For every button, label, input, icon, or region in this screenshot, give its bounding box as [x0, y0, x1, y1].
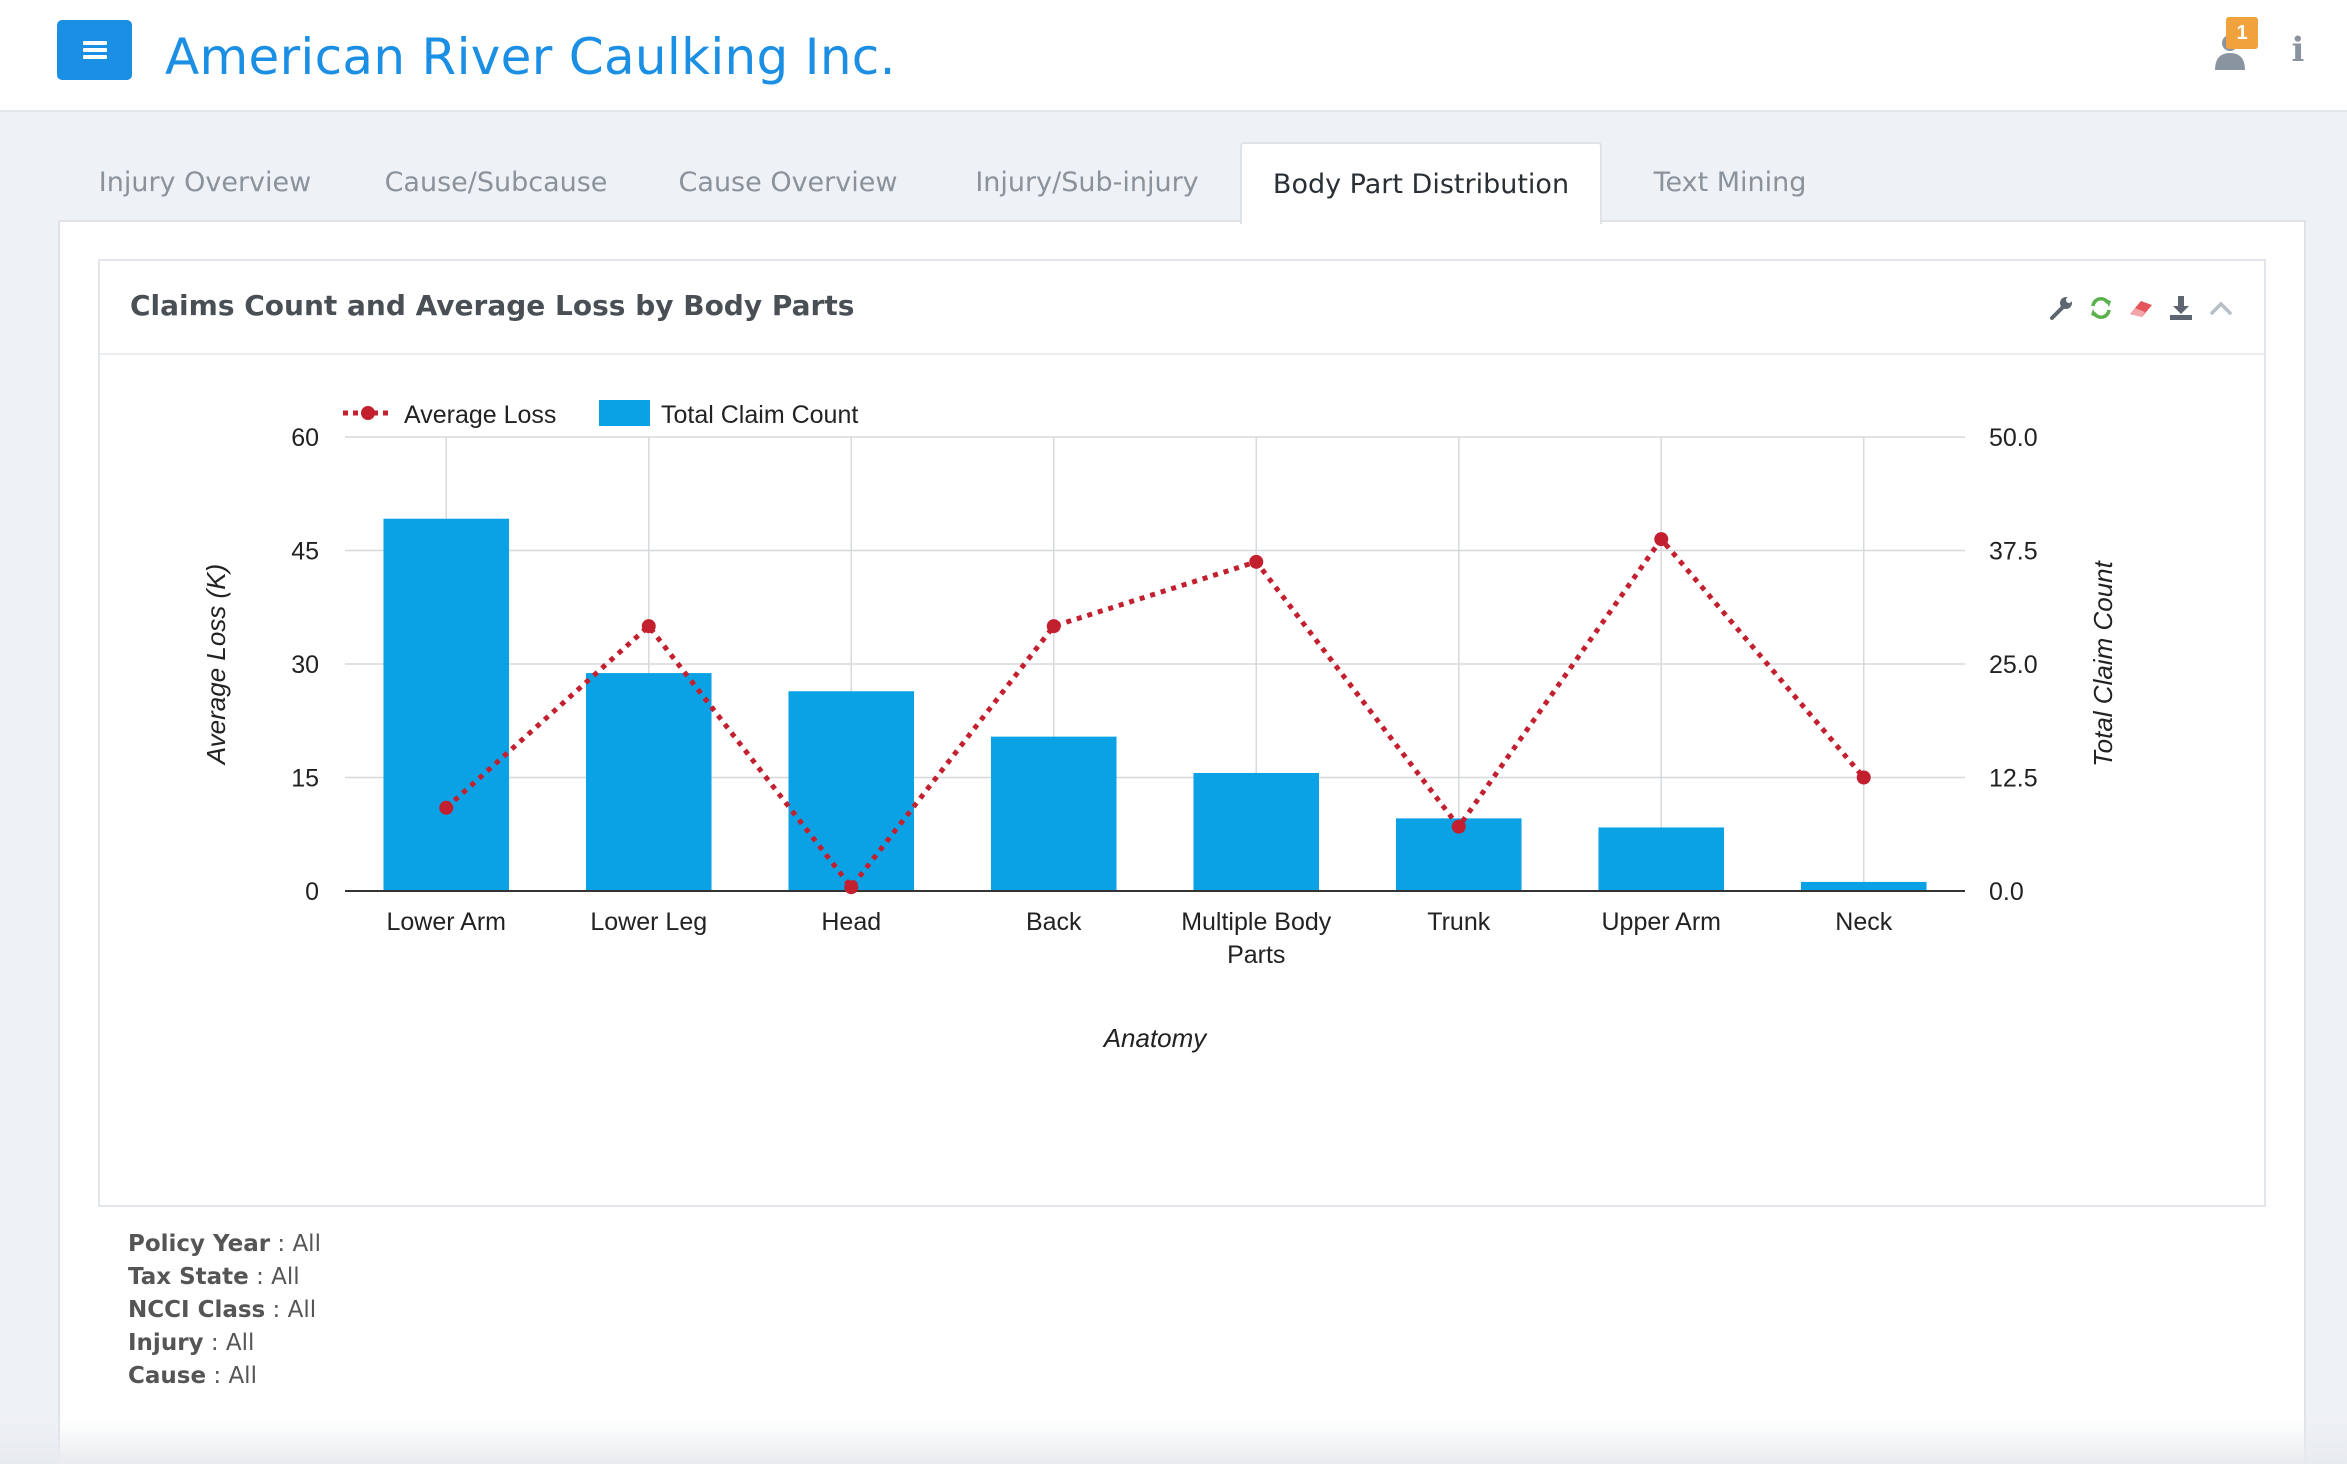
chevron-up-icon[interactable]: [2206, 293, 2236, 323]
filter-ncci-class: NCCI Class : All: [128, 1297, 317, 1323]
download-icon[interactable]: [2166, 293, 2196, 323]
filter-policy-year: Policy Year : All: [128, 1231, 321, 1257]
bottom-edge: [0, 1420, 2347, 1464]
x-axis-title: Anatomy: [1102, 1023, 1209, 1053]
wrench-icon[interactable]: [2046, 293, 2076, 323]
y-tick-label: 45: [291, 538, 319, 566]
top-bar: American River Caulking Inc. 1 i: [0, 0, 2347, 112]
bar-lower-arm: [383, 518, 510, 891]
tab-injury-subinjury[interactable]: Injury/Sub-injury: [975, 166, 1199, 198]
tab-cause-subcause[interactable]: Cause/Subcause: [384, 166, 608, 198]
info-icon[interactable]: i: [2291, 30, 2305, 70]
hamburger-icon: [82, 41, 107, 59]
filter-summary: Policy Year : All Tax State : All NCCI C…: [128, 1228, 321, 1393]
bar-head: [788, 691, 915, 891]
x-tick-label: Head: [821, 908, 881, 936]
card-header: Claims Count and Average Loss by Body Pa…: [100, 261, 2264, 355]
y2-tick-label: 12.5: [1989, 765, 2038, 793]
point-average-loss: [1451, 819, 1466, 834]
chart-body-parts: 0 15 30 45 60 0.0 12.5 25.0 37.5 50.0 Lower Arm Low…: [201, 400, 2118, 1053]
bar-multiple-body-parts: [1193, 772, 1320, 891]
point-average-loss: [1856, 770, 1871, 785]
point-average-loss: [844, 880, 859, 895]
y2-tick-label: 25.0: [1989, 651, 2038, 679]
tab-body-part-distribution[interactable]: Body Part Distribution: [1240, 142, 1602, 224]
x-tick-label: Upper Arm: [1602, 908, 1721, 936]
point-average-loss: [1654, 532, 1669, 547]
eraser-icon[interactable]: [2126, 293, 2156, 323]
tab-cause-overview[interactable]: Cause Overview: [678, 166, 898, 198]
tab-text-mining[interactable]: Text Mining: [1653, 166, 1807, 198]
y-tick-label: 60: [291, 424, 319, 452]
y2-tick-label: 0.0: [1989, 878, 2024, 906]
tab-injury-overview[interactable]: Injury Overview: [98, 166, 312, 198]
point-average-loss: [439, 800, 454, 815]
bar-neck: [1800, 881, 1927, 891]
y2-tick-label: 37.5: [1989, 538, 2038, 566]
bar-upper-arm: [1598, 827, 1725, 891]
x-tick-label: Back: [1026, 908, 1082, 936]
legend-label-average-loss: Average Loss: [404, 401, 556, 429]
card-title: Claims Count and Average Loss by Body Pa…: [130, 289, 855, 322]
point-average-loss: [1249, 554, 1264, 569]
y-tick-label: 30: [291, 651, 319, 679]
x-tick-label: Parts: [1227, 941, 1285, 969]
refresh-icon[interactable]: [2086, 293, 2116, 323]
filter-tax-state: Tax State : All: [128, 1264, 300, 1290]
bar-lower-leg: [585, 673, 712, 891]
x-tick-label: Neck: [1835, 908, 1892, 936]
line-average-loss: [444, 535, 1866, 892]
legend-label-total-claim-count: Total Claim Count: [661, 401, 858, 429]
filter-injury: Injury : All: [128, 1330, 255, 1356]
y-tick-label: 0: [305, 878, 319, 906]
x-tick-label: Trunk: [1427, 908, 1490, 936]
legend-marker-average-loss: [361, 406, 375, 420]
bar-back: [990, 736, 1117, 891]
y-axis-title: Average Loss (K): [201, 564, 231, 766]
y-tick-label: 15: [291, 765, 319, 793]
y2-axis-title: Total Claim Count: [2088, 559, 2118, 766]
filter-cause: Cause : All: [128, 1363, 257, 1389]
notification-badge[interactable]: 1: [2226, 17, 2258, 49]
y2-tick-label: 50.0: [1989, 424, 2038, 452]
x-tick-label: Lower Leg: [590, 908, 707, 936]
x-tick-label: Multiple Body: [1181, 908, 1332, 936]
menu-button[interactable]: [57, 20, 132, 80]
app-title: American River Caulking Inc.: [165, 28, 896, 86]
point-average-loss: [1046, 619, 1061, 634]
tab-bar: Injury Overview Cause/Subcause Cause Ove…: [60, 142, 1858, 224]
x-tick-label: Lower Arm: [387, 908, 506, 936]
point-average-loss: [641, 619, 656, 634]
legend-swatch-total-claim-count: [599, 400, 650, 426]
